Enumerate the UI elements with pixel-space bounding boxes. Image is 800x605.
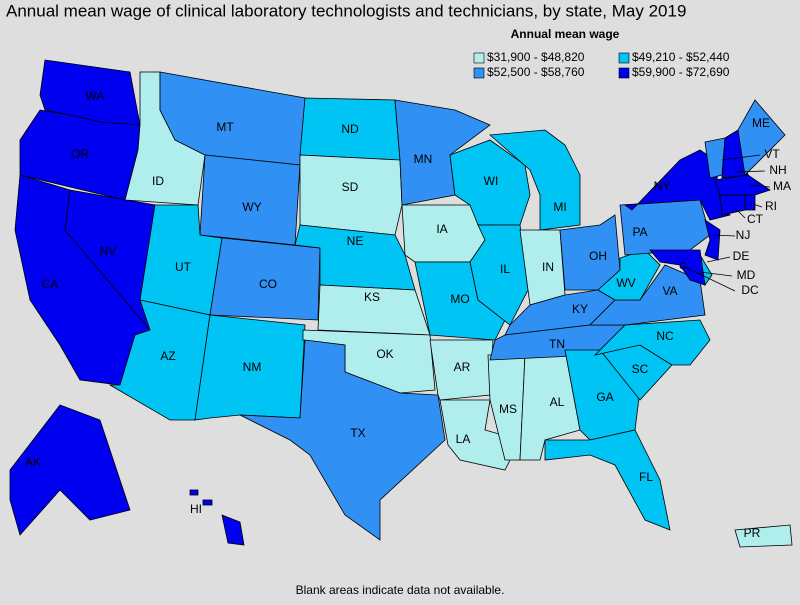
state-label: OH xyxy=(589,249,607,263)
state-label: NH xyxy=(769,163,786,177)
state-area xyxy=(744,194,756,211)
leader-line xyxy=(749,184,771,188)
island xyxy=(189,489,199,496)
legend-label: $52,500 - $58,760 xyxy=(487,65,585,79)
state-area xyxy=(649,249,706,286)
state-label: GA xyxy=(596,390,613,404)
state-label: AR xyxy=(454,360,471,374)
state-area xyxy=(719,194,746,216)
legend-label: $31,900 - $48,820 xyxy=(487,50,585,64)
leader-line xyxy=(734,170,766,173)
state-label: NV xyxy=(100,244,117,258)
state-label: FL xyxy=(639,470,653,484)
state-label: MI xyxy=(553,200,566,214)
leader-line xyxy=(721,154,761,161)
island xyxy=(202,499,213,506)
state-label: WV xyxy=(616,276,635,290)
leader-line xyxy=(682,265,736,292)
state-label: WA xyxy=(86,89,105,103)
state-label: ME xyxy=(752,116,770,130)
state-area xyxy=(429,339,494,401)
state-label: AL xyxy=(550,395,565,409)
leader-line xyxy=(699,271,733,277)
state-area xyxy=(9,404,131,536)
state-label: NY xyxy=(654,179,671,193)
state-area xyxy=(209,237,321,321)
state-label: CT xyxy=(747,212,764,226)
state-label: SD xyxy=(342,180,359,194)
state-label: AK xyxy=(25,455,41,469)
state-area xyxy=(489,129,581,231)
states xyxy=(9,59,793,548)
state-label: RI xyxy=(765,199,777,213)
state-label: WI xyxy=(484,174,499,188)
state-label: KY xyxy=(572,302,588,316)
legend-swatch xyxy=(618,52,630,64)
state-label: MS xyxy=(499,402,517,416)
footnote: Blank areas indicate data not available. xyxy=(296,583,505,597)
state-area xyxy=(714,174,771,196)
state-label: LA xyxy=(456,432,471,446)
legend-label: $59,900 - $72,690 xyxy=(632,65,730,79)
state-label: ND xyxy=(341,122,359,136)
state-label: MA xyxy=(773,179,791,193)
state-label: TN xyxy=(549,337,565,351)
state-label: CA xyxy=(42,277,59,291)
state-label: VT xyxy=(764,147,780,161)
state-label: VA xyxy=(662,284,677,298)
state-label: PA xyxy=(632,225,647,239)
legend-swatch xyxy=(618,67,630,79)
legend-title: Annual mean wage xyxy=(511,27,620,41)
state-area xyxy=(221,514,245,546)
state-area xyxy=(544,429,671,531)
state-label: DE xyxy=(733,249,750,263)
state-label: SC xyxy=(632,362,649,376)
state-label: NE xyxy=(347,234,364,248)
state-label: KS xyxy=(364,290,380,304)
state-label: CO xyxy=(259,277,277,291)
map-title: Annual mean wage of clinical laboratory … xyxy=(6,1,686,20)
state-label: NJ xyxy=(736,228,751,242)
state-label: WY xyxy=(242,200,261,214)
state-label: NM xyxy=(243,360,262,374)
state-label: AZ xyxy=(160,349,175,363)
state-area xyxy=(734,524,793,548)
state-area xyxy=(704,219,721,261)
legend-swatch xyxy=(473,52,485,64)
state-area xyxy=(299,154,403,236)
state-label: IL xyxy=(500,262,510,276)
leader-line xyxy=(749,202,763,208)
leader-line xyxy=(706,256,731,263)
state-label: PR xyxy=(744,526,761,540)
state-label: UT xyxy=(175,260,192,274)
state-area xyxy=(239,339,446,541)
state-label: IA xyxy=(436,222,447,236)
state-label: IN xyxy=(542,260,554,274)
state-label: TX xyxy=(350,426,365,440)
legend-swatch xyxy=(473,67,485,79)
leader-line xyxy=(713,234,736,237)
state-label: MD xyxy=(737,268,756,282)
state-label: DC xyxy=(741,283,759,297)
state-labels: WA OR CA NV ID MT WY UT CO AZ NM ND SD NE KS OK TX MN IA MO… xyxy=(25,89,791,540)
state-label: OR xyxy=(71,147,89,161)
state-label: MO xyxy=(450,292,469,306)
leader-line xyxy=(734,207,746,219)
state-label: OK xyxy=(376,347,393,361)
state-area xyxy=(597,249,661,301)
legend-label: $49,210 - $52,440 xyxy=(632,50,730,64)
state-area xyxy=(593,319,711,366)
legend: $31,900 - $48,820 $49,210 - $52,440 $52,50… xyxy=(473,50,730,79)
state-label: MN xyxy=(414,152,433,166)
state-label: MT xyxy=(216,120,234,134)
state-label: NC xyxy=(656,329,674,343)
state-label: ID xyxy=(152,174,164,188)
state-label: HI xyxy=(190,502,202,516)
